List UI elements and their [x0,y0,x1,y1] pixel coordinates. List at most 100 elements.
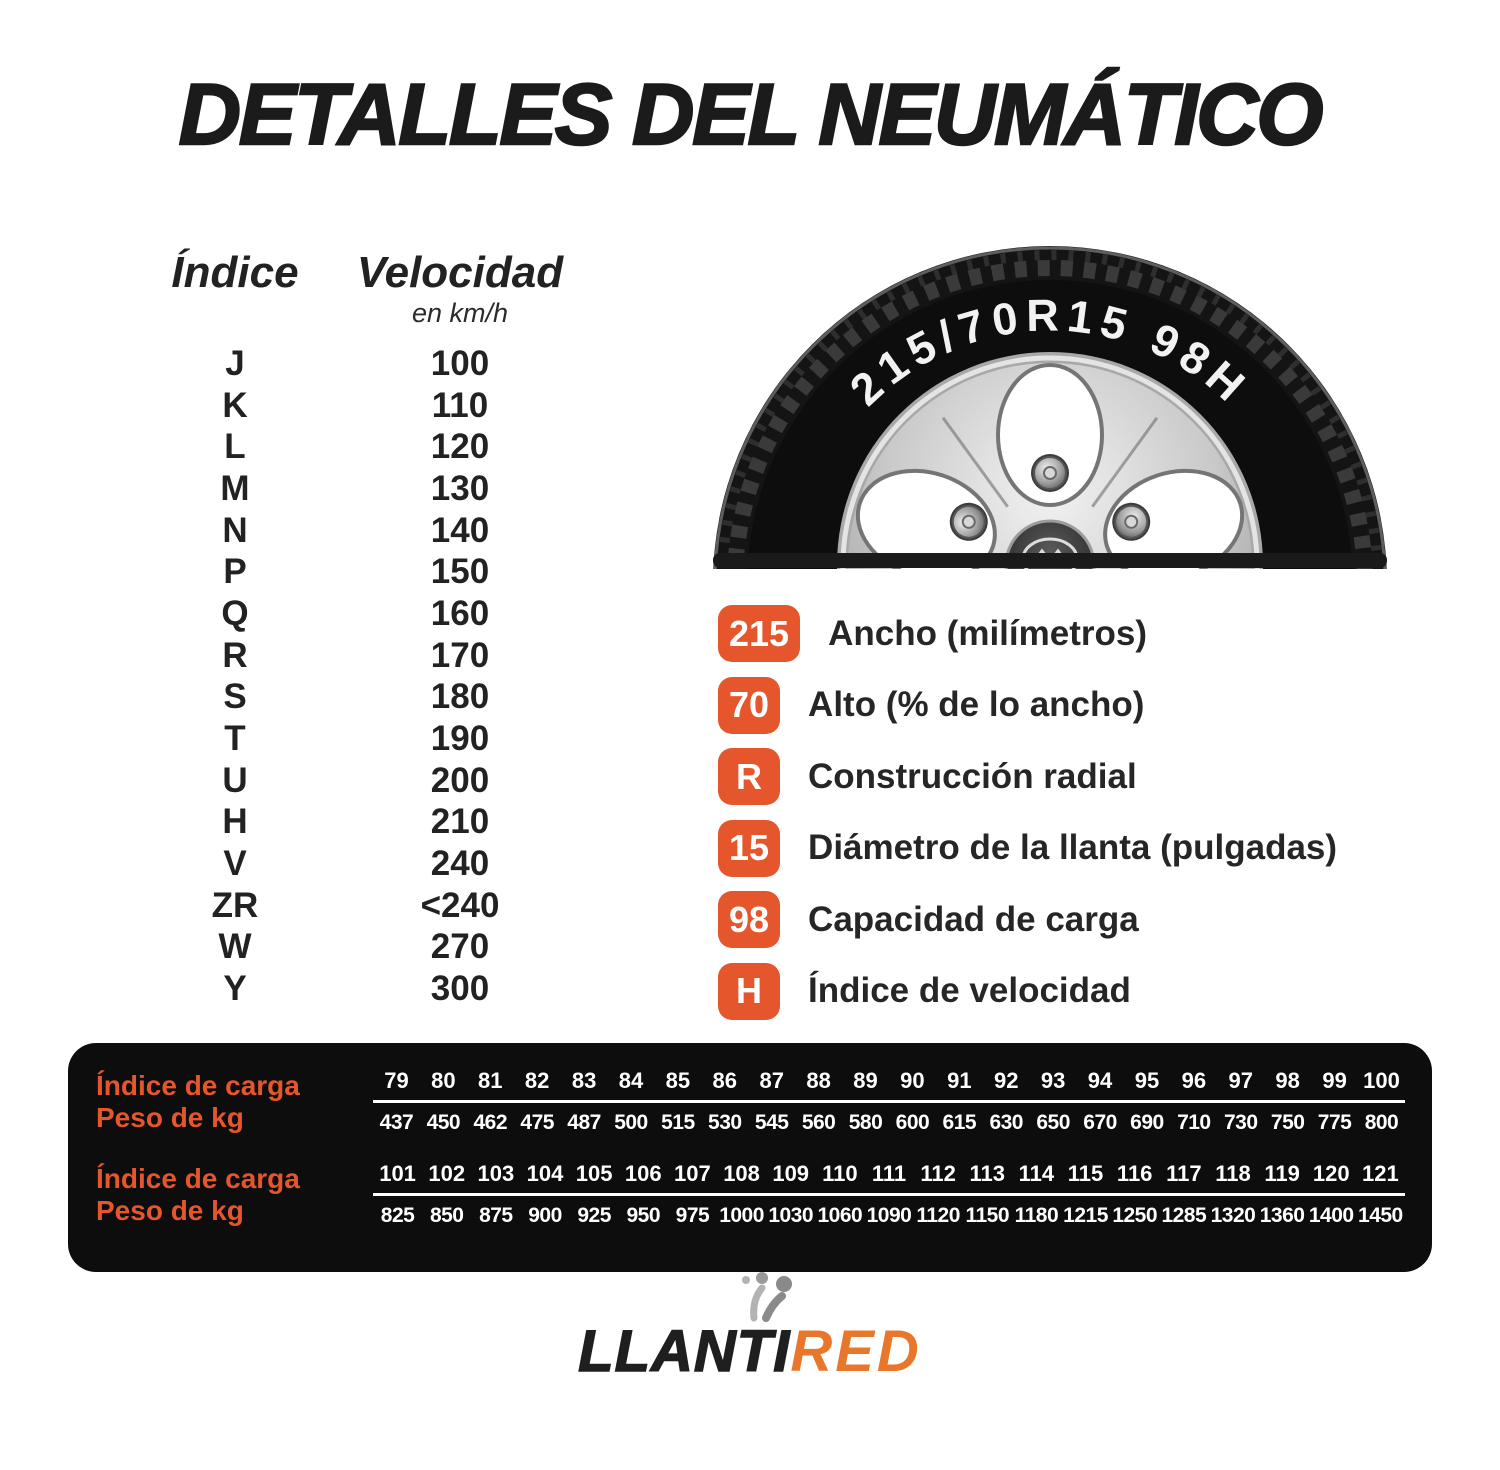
speed-index-letter: H [222,802,248,842]
legend-badge: 70 [718,676,781,734]
load-index-cell: 118 [1215,1161,1251,1186]
speed-value: 170 [430,635,490,675]
load-index-cell: 91 [947,1068,972,1093]
legend-label: Capacidad de carga [808,899,1139,939]
speed-row: U 200 [140,760,590,802]
load-index-cell: 95 [1134,1068,1160,1093]
load-weight-cell: 462 [473,1111,508,1134]
load-weight-cell: 730 [1223,1111,1258,1134]
speed-row: Q 160 [140,593,590,635]
speed-value: 140 [430,510,490,550]
load-weight-row-label: Peso de kg [96,1102,244,1133]
load-weight-cell: 850 [429,1204,464,1227]
load-weight-cell: 475 [520,1111,554,1134]
legend-label: Alto (% de lo ancho) [808,685,1145,725]
load-index-cell: 106 [624,1161,662,1186]
load-weight-cell: 1250 [1112,1204,1158,1227]
load-weight-cell: 975 [675,1204,710,1227]
load-block: Índice de carga Peso de kg 101 102 103 104 105… [96,1161,1405,1233]
load-weights-row: 437 450 462 475 487 500 515 530 545 560 580 600 615 6… [373,1103,1405,1135]
load-index-cell: 99 [1322,1068,1347,1093]
speed-row: T 190 [140,718,590,760]
load-weight-cell: 1150 [965,1204,1010,1227]
load-indices-row: 101 102 103 104 105 106 107 108 109 110 111 112 113 1… [373,1161,1405,1196]
load-index-cell: 96 [1181,1068,1207,1093]
load-weight-row-label: Peso de kg [96,1195,244,1226]
logo-part-red: RED [790,1319,922,1384]
brand-logo: LLANTIRED [0,1272,1500,1385]
load-weight-cell: 500 [614,1111,648,1134]
speed-row: N 140 [140,510,590,552]
load-weight-cell: 900 [528,1204,562,1227]
speed-index-letter: U [222,760,248,800]
speed-index-letter: W [218,927,252,967]
speed-value: 110 [431,385,489,425]
load-index-cell: 80 [431,1068,456,1093]
load-weight-cell: 775 [1317,1111,1352,1134]
load-weights-row: 825 850 875 900 925 950 975 1000 1030 1060 1090 112… [373,1196,1405,1228]
load-index-cell: 117 [1166,1161,1202,1186]
ground-bar [713,553,1387,568]
load-index-cell: 94 [1087,1068,1113,1093]
speed-table-header: Índice Velocidad en km/h [140,248,590,329]
speed-row: J 100 [140,343,590,385]
load-index-cell: 92 [993,1068,1019,1093]
load-weight-cell: 925 [577,1204,611,1227]
speed-rows: J 100 K 110 L 120 M 130 N 140 P 150 Q 160 R 170 S 180 T 190… [140,343,590,1010]
speed-row: V 240 [140,843,590,885]
load-index-cell: 98 [1275,1068,1300,1093]
load-index-cell: 116 [1116,1161,1153,1186]
load-index-cell: 88 [806,1068,831,1093]
legend-row: R Construcción radial [718,741,1478,813]
load-weight-cell: 1000 [719,1204,764,1227]
load-numbers: 101 102 103 104 105 106 107 108 109 110 111 112 113 1… [373,1161,1405,1233]
load-weight-cell: 750 [1270,1111,1305,1134]
load-weight-cell: 1090 [866,1204,912,1227]
speed-value: 190 [430,719,490,759]
load-weight-cell: 615 [942,1111,977,1134]
speed-index-letter: N [222,510,248,550]
logo-part-llanti: LLANTI [577,1318,791,1385]
load-weight-cell: 670 [1083,1111,1117,1134]
load-index-cell: 103 [477,1161,515,1186]
load-index-cell: 113 [969,1161,1006,1186]
load-index-cell: 107 [674,1161,711,1186]
load-weight-cell: 950 [626,1204,661,1227]
speed-index-letter: P [223,552,247,592]
speed-row: S 180 [140,677,590,719]
load-weight-cell: 1360 [1259,1204,1305,1227]
load-block-labels: Índice de carga Peso de kg [96,1068,346,1140]
legend-row: 15 Diámetro de la llanta (pulgadas) [718,813,1478,885]
speed-index-letter: R [222,635,248,675]
load-index-cell: 120 [1312,1161,1350,1186]
speed-index-letter: K [222,385,248,425]
speed-row: L 120 [140,426,590,468]
speed-value: 150 [430,552,490,592]
load-index-cell: 114 [1018,1161,1055,1186]
lug-nuts [949,454,1151,541]
load-index-cell: 119 [1264,1161,1300,1186]
speed-index-letter: ZR [211,885,259,925]
load-index-panel: Índice de carga Peso de kg 79 80 81 82 83 84 85 8… [68,1043,1432,1272]
load-index-cell: 87 [759,1068,784,1093]
load-index-cell: 100 [1363,1068,1400,1093]
speed-index-letter: M [220,468,250,508]
speed-index-table: Índice Velocidad en km/h J 100 K 110 L 120 M 13… [140,248,590,1010]
load-index-cell: 110 [822,1161,858,1186]
load-weight-cell: 1180 [1014,1204,1059,1227]
load-index-cell: 111 [871,1161,907,1186]
speed-value: 300 [430,969,490,1009]
speed-value: 130 [430,468,490,508]
load-index-cell: 121 [1362,1161,1399,1186]
legend-row: 70 Alto (% de lo ancho) [718,670,1478,742]
speed-index-letter: Q [221,593,249,633]
speed-row: K 110 [140,385,590,427]
speed-row: W 270 [140,927,590,969]
load-weight-cell: 450 [426,1111,461,1134]
load-index-cell: 81 [478,1068,503,1093]
speed-index-letter: T [224,719,246,759]
load-index-cell: 83 [571,1068,597,1093]
speed-value: 240 [430,844,490,884]
load-index-cell: 112 [920,1161,956,1186]
page-title: DETALLES DEL NEUMÁTICO [178,66,1325,165]
